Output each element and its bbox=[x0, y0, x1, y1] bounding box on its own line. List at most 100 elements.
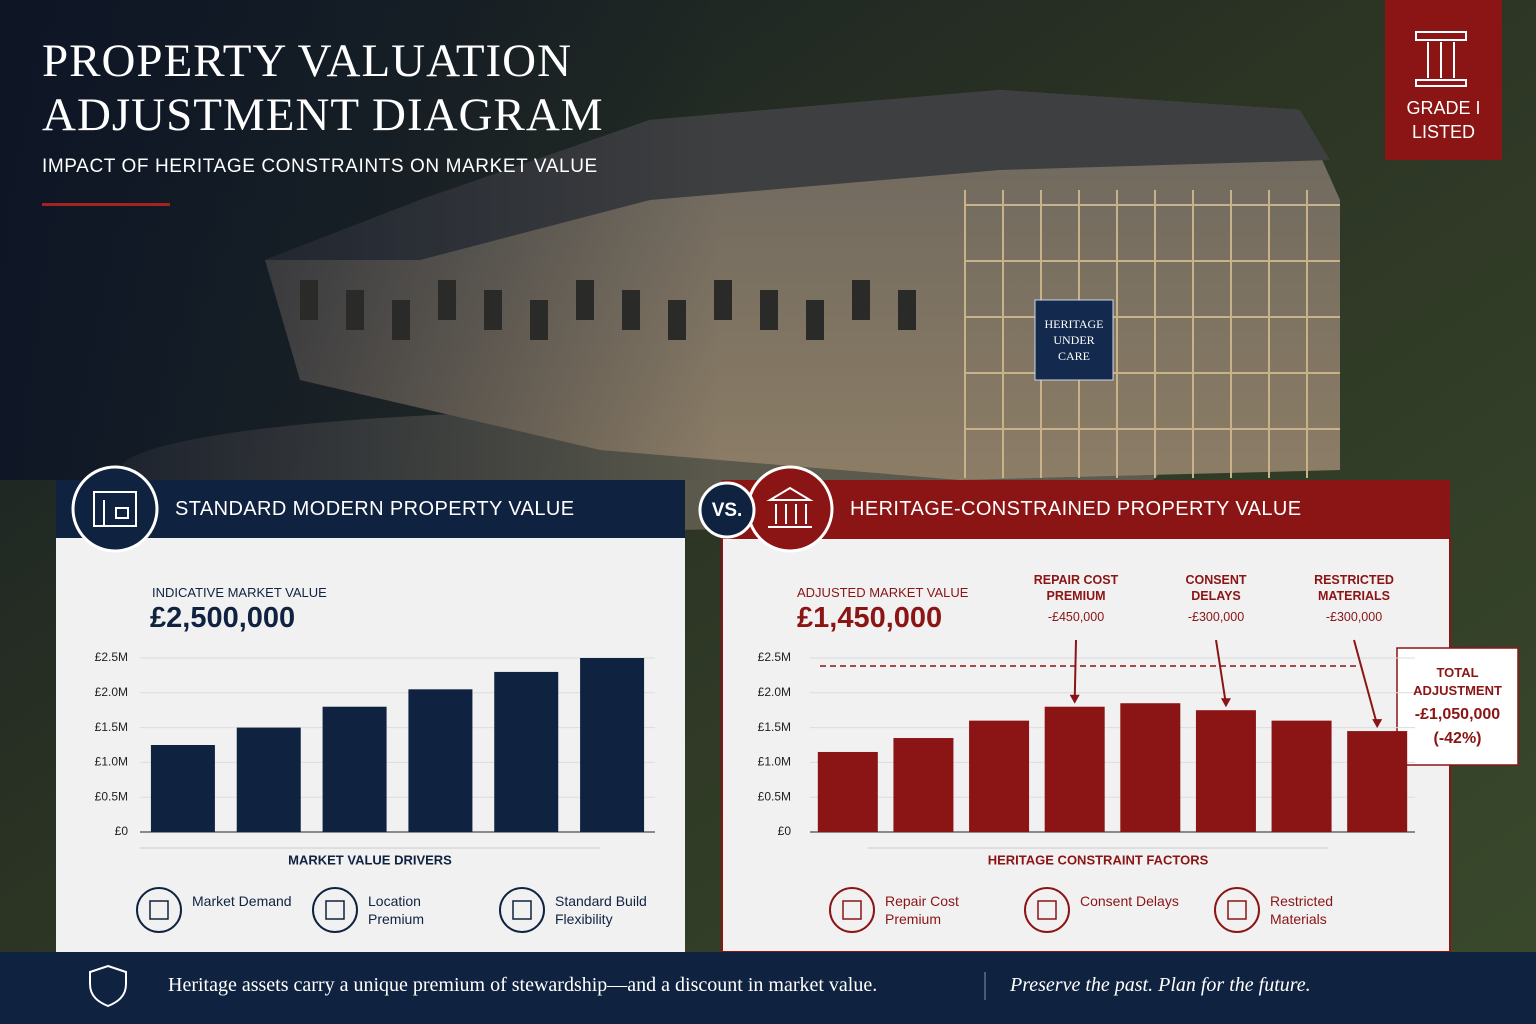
window bbox=[714, 280, 732, 320]
factor-label: Repair Cost Premium bbox=[885, 893, 959, 927]
left-title: STANDARD MODERN PROPERTY VALUE bbox=[175, 498, 575, 520]
factor-glyph bbox=[149, 900, 169, 920]
factor-label: Standard Build Flexibility bbox=[555, 893, 647, 927]
annotation-label: CONSENT DELAYS bbox=[1185, 573, 1247, 603]
factor-glyph bbox=[1037, 900, 1057, 920]
window bbox=[806, 300, 824, 340]
window bbox=[668, 300, 686, 340]
bar bbox=[1120, 703, 1181, 832]
annotation-arrow bbox=[1073, 639, 1077, 701]
right-title: HERITAGE-CONSTRAINED PROPERTY VALUE bbox=[850, 498, 1302, 520]
factor-glyph bbox=[512, 900, 532, 920]
factor-label: Market Demand bbox=[192, 893, 292, 909]
y-tick-label: £1.5M bbox=[758, 720, 791, 734]
window bbox=[346, 290, 364, 330]
arrow-head bbox=[1220, 698, 1231, 708]
factor-glyph bbox=[842, 900, 862, 920]
window bbox=[760, 290, 778, 330]
annotation-arrow bbox=[1215, 639, 1227, 705]
page-subtitle: IMPACT OF HERITAGE CONSTRAINTS ON MARKET… bbox=[42, 156, 598, 177]
footer-statement: Heritage assets carry a unique premium o… bbox=[168, 974, 878, 996]
window bbox=[392, 300, 410, 340]
y-tick-label: £2.0M bbox=[95, 685, 128, 699]
window bbox=[898, 290, 916, 330]
window bbox=[438, 280, 456, 320]
badge-label: GRADE I LISTED bbox=[1406, 98, 1481, 142]
window bbox=[576, 280, 594, 320]
sign bbox=[1034, 299, 1114, 381]
annotation-amount: -£300,000 bbox=[1187, 610, 1245, 624]
y-tick-label: £1.0M bbox=[758, 755, 791, 769]
factor-icon bbox=[829, 887, 875, 933]
factor-icon bbox=[1214, 887, 1260, 933]
y-tick-label: £2.5M bbox=[758, 650, 791, 664]
factor-label: Location Premium bbox=[368, 893, 425, 927]
bar bbox=[322, 706, 387, 832]
bar bbox=[1044, 706, 1105, 832]
bar bbox=[580, 658, 645, 832]
vs-label: VS. bbox=[712, 500, 743, 521]
bar bbox=[236, 727, 301, 832]
bar bbox=[1271, 720, 1332, 832]
y-tick-label: £2.0M bbox=[758, 685, 791, 699]
annotation-label: RESTRICTED MATERIALS bbox=[1314, 573, 1394, 603]
total-box bbox=[1396, 647, 1519, 766]
value-headline: £2,500,000 bbox=[150, 602, 296, 634]
footer-icon bbox=[89, 964, 127, 1008]
bar bbox=[150, 745, 215, 832]
window bbox=[530, 300, 548, 340]
factor-label: Restricted Materials bbox=[1270, 893, 1334, 927]
footer-tagline: Preserve the past. Plan for the future. bbox=[1010, 974, 1311, 996]
arrow-head bbox=[1372, 719, 1383, 729]
value-title: INDICATIVE MARKET VALUE bbox=[152, 585, 327, 600]
value-title: ADJUSTED MARKET VALUE bbox=[797, 585, 969, 600]
window bbox=[484, 290, 502, 330]
accent-line bbox=[42, 203, 170, 206]
factor-glyph bbox=[1227, 900, 1247, 920]
page-title: PROPERTY VALUATION ADJUSTMENT DIAGRAM bbox=[42, 35, 604, 141]
y-tick-label: £1.0M bbox=[95, 755, 128, 769]
left-header bbox=[56, 480, 685, 538]
bar bbox=[1347, 731, 1408, 832]
x-axis-label: MARKET VALUE DRIVERS bbox=[288, 852, 452, 867]
value-headline: £1,450,000 bbox=[797, 602, 943, 634]
annotation-arrow bbox=[1353, 639, 1379, 726]
right-header bbox=[722, 480, 1450, 538]
vs-circle bbox=[698, 481, 756, 539]
arrow-head bbox=[1069, 694, 1080, 704]
y-tick-label: £0.5M bbox=[758, 789, 791, 803]
total-amount: -£1,050,000 bbox=[1414, 706, 1501, 723]
annotation-amount: -£450,000 bbox=[1047, 610, 1105, 624]
right-icon bbox=[746, 465, 834, 553]
x-axis-label: HERITAGE CONSTRAINT FACTORS bbox=[988, 852, 1209, 867]
bar bbox=[494, 671, 559, 832]
footer-band bbox=[0, 952, 1536, 1024]
window bbox=[622, 290, 640, 330]
window bbox=[852, 280, 870, 320]
scaffolding bbox=[964, 190, 1340, 478]
bar bbox=[1195, 710, 1256, 832]
bar bbox=[817, 751, 878, 832]
factor-glyph bbox=[325, 900, 345, 920]
bar bbox=[408, 689, 473, 832]
bar bbox=[893, 738, 954, 832]
total-percent: (-42%) bbox=[1433, 730, 1482, 747]
annotation-amount: -£300,000 bbox=[1325, 610, 1383, 624]
y-tick-label: £0.5M bbox=[95, 789, 128, 803]
factor-icon bbox=[136, 887, 182, 933]
bar bbox=[969, 720, 1030, 832]
factor-icon bbox=[312, 887, 358, 933]
total-title: TOTAL ADJUSTMENT bbox=[1413, 665, 1502, 698]
sign-label: HERITAGE UNDER CARE bbox=[1044, 317, 1104, 363]
factor-label: Consent Delays bbox=[1080, 893, 1179, 909]
factor-icon bbox=[1024, 887, 1070, 933]
y-tick-label: £0 bbox=[115, 824, 129, 838]
annotation-label: REPAIR COST PREMIUM bbox=[1033, 573, 1119, 603]
factor-icon bbox=[499, 887, 545, 933]
y-tick-label: £2.5M bbox=[95, 650, 128, 664]
y-tick-label: £0 bbox=[778, 824, 792, 838]
shade bbox=[0, 0, 720, 480]
badge-icon bbox=[1415, 31, 1467, 87]
